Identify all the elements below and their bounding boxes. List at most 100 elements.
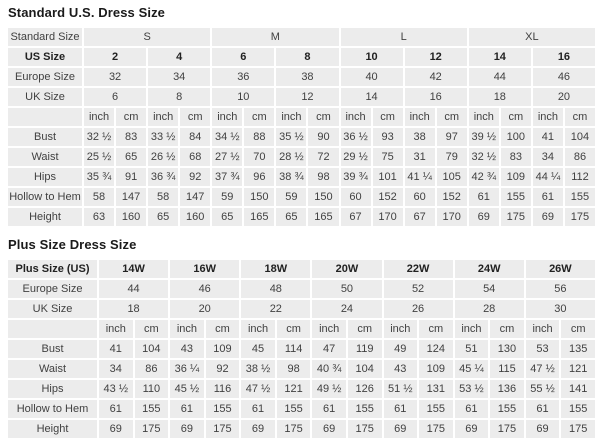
measurement-row: Bust 32 ½ 83 33 ½ 84 34 ½ 88 35 ½ 90 36 ½ 93 38 97 39… — [8, 128, 595, 146]
measurement-row: Hips 43 ½ 110 45 ½ 116 47 ½ 121 49 ½ 126 51 ½ 131 5… — [8, 380, 595, 398]
value-cell-inch: 45 ½ — [170, 380, 204, 398]
row-label: Europe Size — [8, 68, 82, 86]
value-cell-inch: 45 ¼ — [454, 360, 489, 378]
value-cell-inch: 39 ¾ — [340, 168, 371, 186]
standard-size-chart-section: Standard U.S. Dress Size Standard Size S M L… — [6, 5, 597, 228]
size-header-row: US Size 2 4 6 8 10 12 14 16 — [8, 48, 595, 66]
value-cell-inch: 40 ¾ — [312, 360, 346, 378]
value-cell-inch: 31 — [404, 148, 435, 166]
value-cell-inch: 38 — [404, 128, 435, 146]
value-cell-inch: 36 ¾ — [148, 168, 179, 186]
value-cell-inch: 32 ½ — [84, 128, 115, 146]
row-label: Bust — [8, 340, 97, 358]
conversion-cell: 28 — [454, 300, 524, 318]
group-cell: M — [212, 28, 339, 46]
value-cell-cm: 115 — [490, 360, 524, 378]
value-cell-inch: 53 — [525, 340, 560, 358]
conversion-cell: 30 — [525, 300, 595, 318]
value-cell-inch: 53 ½ — [454, 380, 489, 398]
unit-cell-cm: cm — [180, 108, 211, 126]
size-cell: 4 — [148, 48, 211, 66]
row-label: Height — [8, 420, 97, 438]
value-cell-inch: 60 — [404, 188, 435, 206]
row-label-empty — [8, 108, 82, 126]
unit-cell-inch: inch — [312, 320, 346, 338]
conversion-row: UK Size 6 8 10 12 14 16 18 20 — [8, 88, 595, 106]
value-cell-inch: 69 — [99, 420, 133, 438]
value-cell-cm: 86 — [134, 360, 169, 378]
value-cell-inch: 61 — [383, 400, 418, 418]
conversion-cell: 50 — [312, 280, 382, 298]
unit-cell-cm: cm — [564, 108, 595, 126]
measurement-row: Hollow to Hem 61 155 61 155 61 155 61 155 61 155 61… — [8, 400, 595, 418]
unit-cell-cm: cm — [419, 320, 453, 338]
value-cell-cm: 150 — [308, 188, 339, 206]
conversion-row: UK Size 18 20 22 24 26 28 30 — [8, 300, 595, 318]
value-cell-inch: 25 ½ — [84, 148, 115, 166]
value-cell-cm: 112 — [564, 168, 595, 186]
unit-cell-cm: cm — [308, 108, 339, 126]
value-cell-inch: 63 — [84, 208, 115, 226]
unit-header-row: inch cm inch cm inch cm inch cm inch cm inch cm inch… — [8, 320, 595, 338]
value-cell-inch: 43 — [170, 340, 204, 358]
value-cell-cm: 170 — [436, 208, 467, 226]
value-cell-cm: 100 — [500, 128, 531, 146]
unit-cell-inch: inch — [468, 108, 499, 126]
value-cell-inch: 34 — [532, 148, 563, 166]
value-cell-inch: 32 ½ — [468, 148, 499, 166]
row-label: Waist — [8, 148, 82, 166]
unit-cell-inch: inch — [148, 108, 179, 126]
value-cell-cm: 92 — [180, 168, 211, 186]
conversion-row: Europe Size 44 46 48 50 52 54 56 — [8, 280, 595, 298]
unit-cell-inch: inch — [383, 320, 418, 338]
conversion-cell: 24 — [312, 300, 382, 318]
row-label: Plus Size (US) — [8, 260, 97, 278]
value-cell-inch: 69 — [468, 208, 499, 226]
chart-title: Standard U.S. Dress Size — [8, 5, 166, 20]
conversion-cell: 12 — [276, 88, 339, 106]
value-cell-inch: 65 — [148, 208, 179, 226]
row-label: Hollow to Hem — [8, 400, 97, 418]
measurement-row: Hollow to Hem 58 147 58 147 59 150 59 150 60 152 60… — [8, 188, 595, 206]
measurement-row: Waist 25 ½ 65 26 ½ 68 27 ½ 70 28 ½ 72 29 ½ 75 31 79 3… — [8, 148, 595, 166]
value-cell-inch: 29 ½ — [340, 148, 371, 166]
value-cell-inch: 69 — [532, 208, 563, 226]
value-cell-cm: 109 — [205, 340, 240, 358]
conversion-cell: 22 — [241, 300, 311, 318]
measurement-row: Height 69 175 69 175 69 175 69 175 69 175 69 175 69 17… — [8, 420, 595, 438]
value-cell-cm: 104 — [134, 340, 169, 358]
value-cell-inch: 35 ¾ — [84, 168, 115, 186]
conversion-cell: 26 — [383, 300, 453, 318]
value-cell-inch: 41 ¼ — [404, 168, 435, 186]
value-cell-cm: 175 — [561, 420, 595, 438]
value-cell-cm: 175 — [276, 420, 311, 438]
unit-cell-cm: cm — [116, 108, 147, 126]
size-cell: 14W — [99, 260, 169, 278]
row-label: Hips — [8, 380, 97, 398]
value-cell-inch: 36 ¼ — [170, 360, 204, 378]
value-cell-inch: 26 ½ — [148, 148, 179, 166]
value-cell-cm: 155 — [490, 400, 524, 418]
value-cell-inch: 44 ¼ — [532, 168, 563, 186]
conversion-cell: 18 — [99, 300, 169, 318]
value-cell-cm: 65 — [116, 148, 147, 166]
unit-cell-inch: inch — [276, 108, 307, 126]
conversion-cell: 42 — [404, 68, 467, 86]
value-cell-cm: 175 — [500, 208, 531, 226]
value-cell-cm: 104 — [564, 128, 595, 146]
conversion-cell: 34 — [148, 68, 211, 86]
value-cell-cm: 105 — [436, 168, 467, 186]
value-cell-inch: 33 ½ — [148, 128, 179, 146]
value-cell-cm: 88 — [244, 128, 275, 146]
size-header-row: Plus Size (US) 14W 16W 18W 20W 22W 24W 26W — [8, 260, 595, 278]
value-cell-inch: 61 — [170, 400, 204, 418]
value-cell-cm: 84 — [180, 128, 211, 146]
unit-cell-inch: inch — [532, 108, 563, 126]
value-cell-cm: 98 — [276, 360, 311, 378]
value-cell-cm: 155 — [205, 400, 240, 418]
value-cell-cm: 136 — [490, 380, 524, 398]
conversion-cell: 16 — [404, 88, 467, 106]
conversion-cell: 56 — [525, 280, 595, 298]
size-table: Standard Size S M L XL US Size 2 4 6 8 10 12 14 16 Eur… — [6, 26, 597, 228]
value-cell-cm: 83 — [116, 128, 147, 146]
